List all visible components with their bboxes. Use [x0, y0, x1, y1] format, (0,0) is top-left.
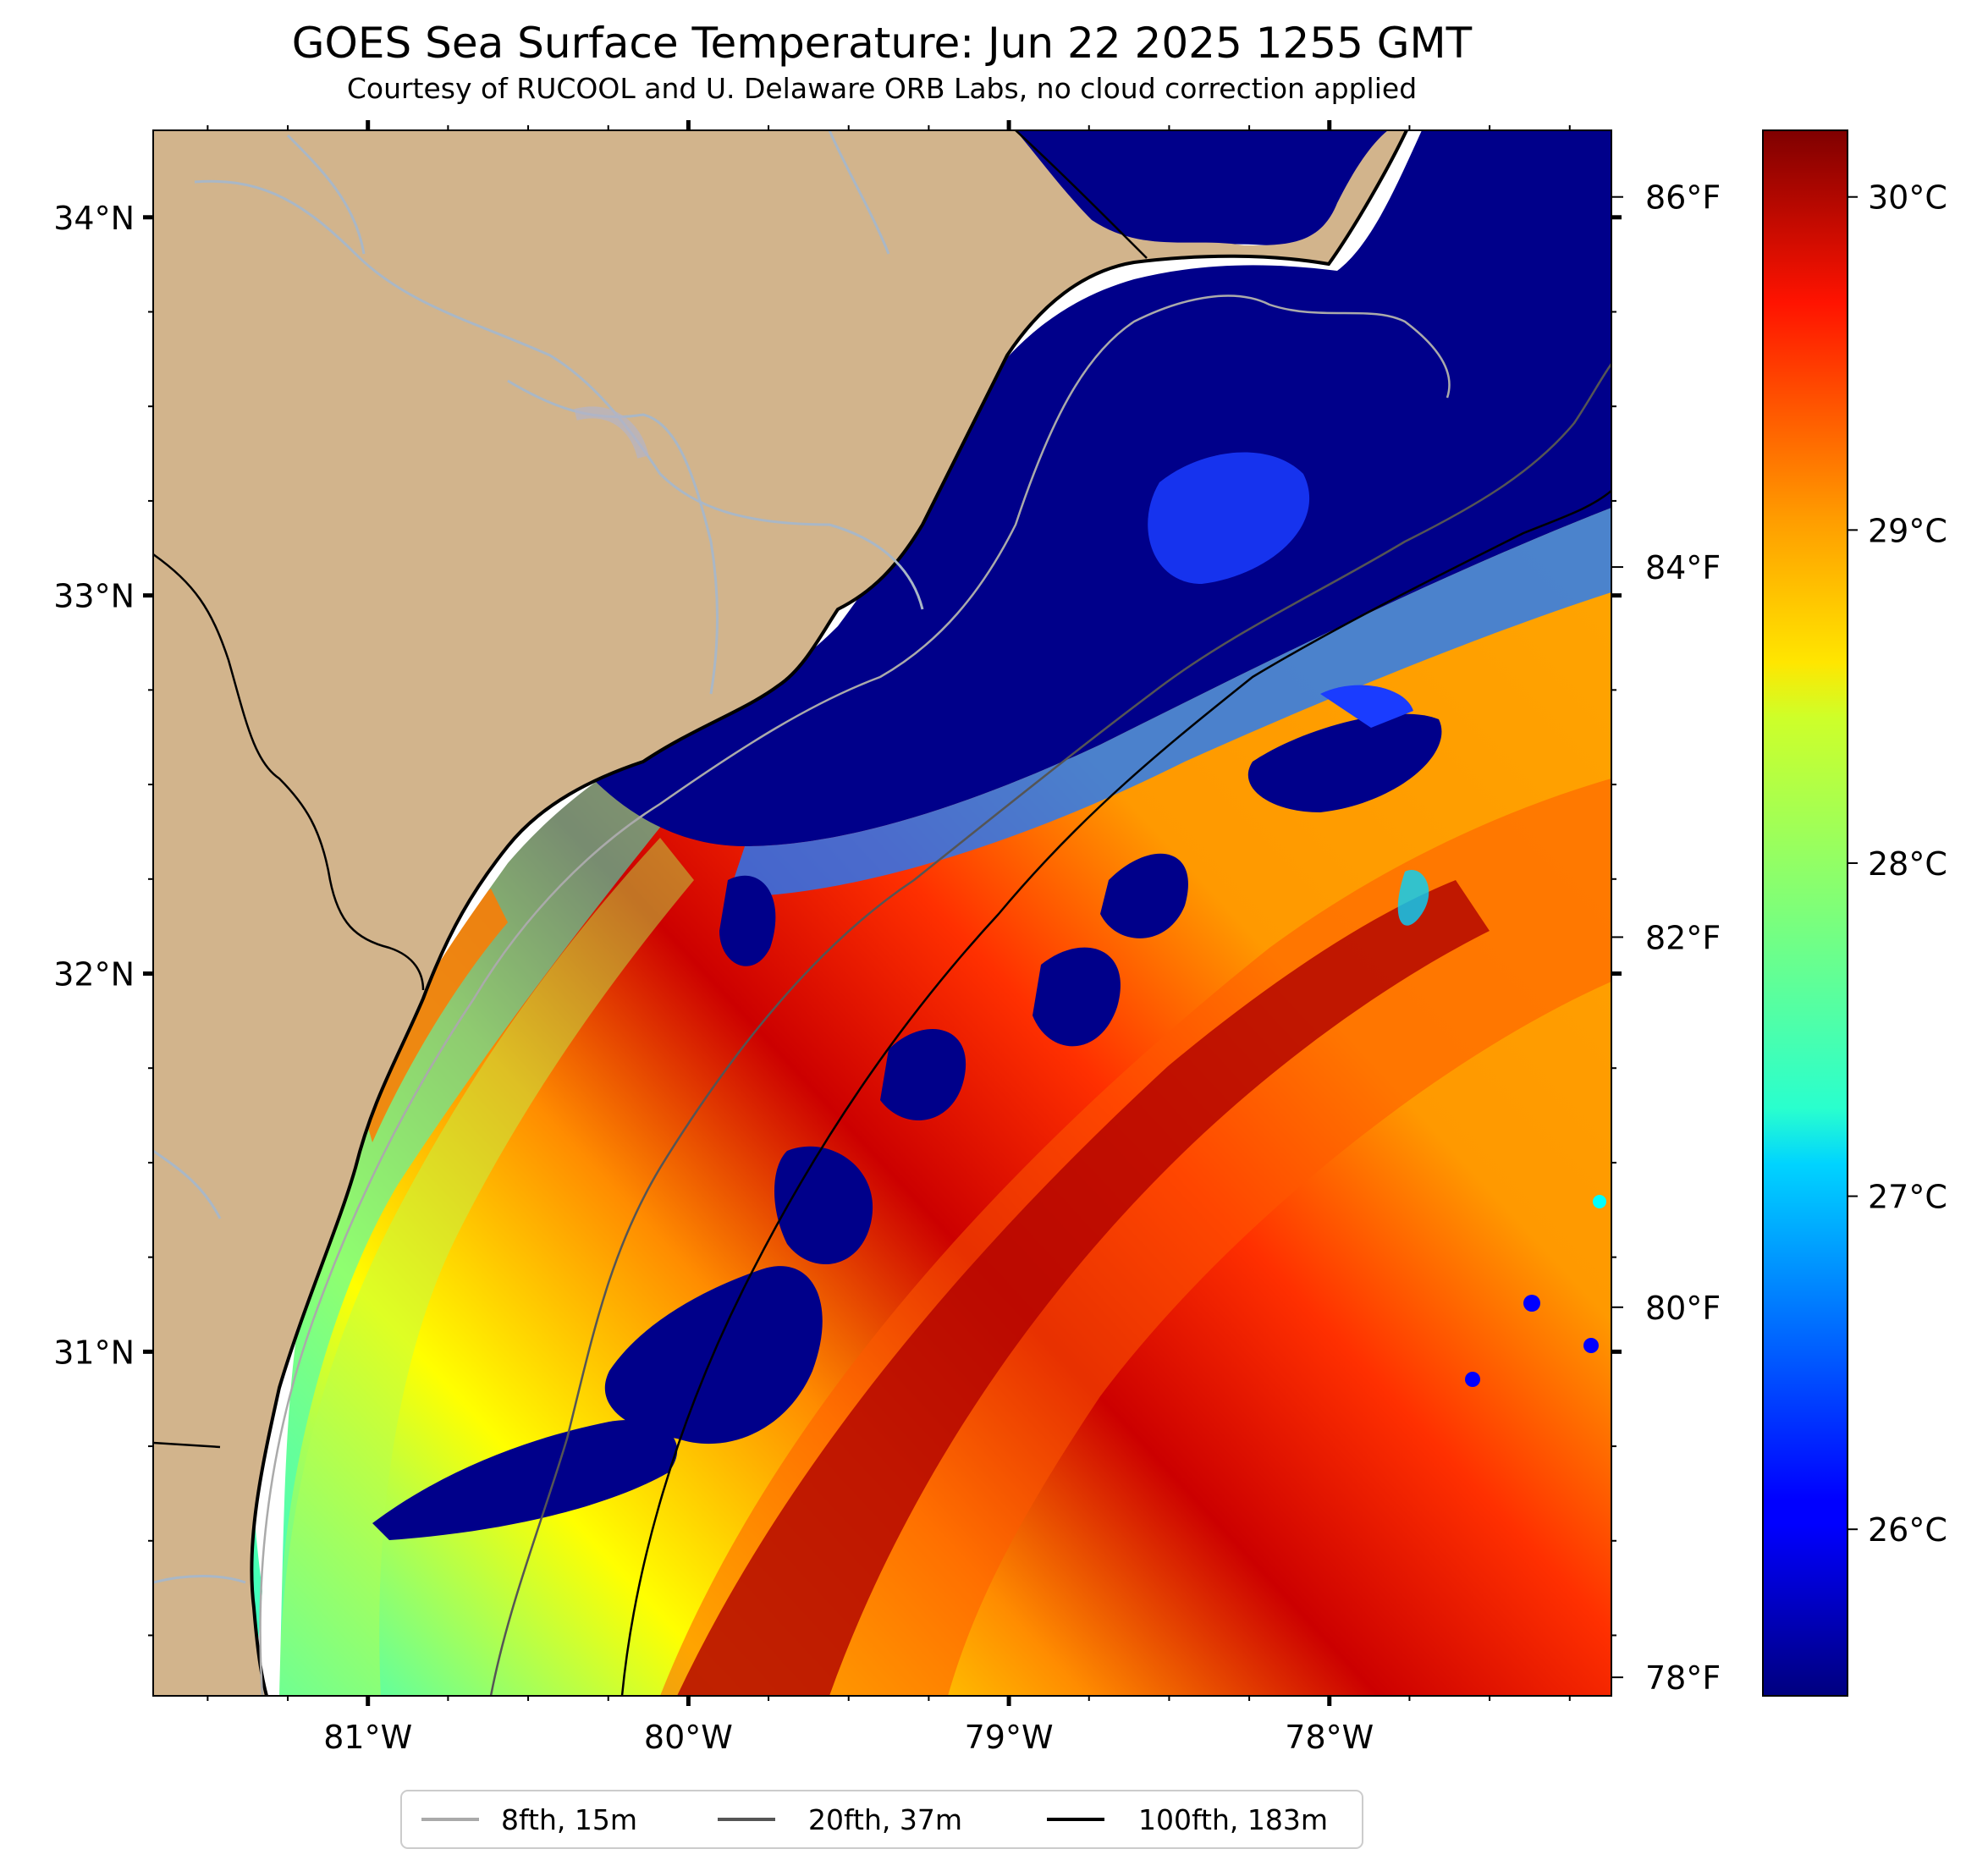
offshore-spot-2 [1583, 1338, 1599, 1353]
state-border-sc-ga [153, 553, 425, 991]
lat-label-3: 31°N [53, 1334, 135, 1371]
fahrenheit-label-2: 82°F [1645, 919, 1721, 956]
celsius-label-0: 30°C [1868, 179, 1947, 217]
state-border-nc-sc [1015, 130, 1148, 259]
celsius-label-4: 26°C [1868, 1511, 1947, 1549]
celsius-label-3: 27°C [1868, 1179, 1947, 1216]
isobath-8fth [259, 294, 1451, 1696]
blue-transition [728, 508, 1611, 897]
sst-map [153, 130, 1611, 1696]
colorbar [1762, 129, 1848, 1697]
latitude-minor-ticks [148, 216, 1616, 1637]
cold-eddy-3 [774, 1146, 873, 1264]
celsius-label-2: 28°C [1868, 845, 1947, 883]
river-6 [153, 1575, 246, 1584]
gulf-stream-core [677, 880, 1490, 1696]
river-5 [153, 1149, 222, 1219]
lat-label-0: 34°N [53, 200, 135, 237]
cold-eddy-8 [1247, 713, 1442, 812]
lat-label-2: 32°N [53, 955, 135, 993]
river-1 [194, 179, 924, 610]
lon-label-3: 78°W [1285, 1719, 1374, 1756]
fahrenheit-label-3: 80°F [1645, 1290, 1721, 1327]
legend-frame [400, 1790, 1363, 1849]
map-subtitle: Courtesy of RUCOOL and U. Delaware ORB L… [347, 72, 1417, 105]
offshore-spot-1 [1523, 1295, 1540, 1312]
isobath-20fth [489, 363, 1611, 1696]
legend-label-8fth: 8fth, 15m [501, 1803, 637, 1836]
legend-label-100fth: 100fth, 183m [1138, 1803, 1328, 1836]
lake-marion [574, 406, 649, 459]
cold-eddy-4 [880, 1029, 966, 1120]
isobath-100fth [620, 490, 1611, 1696]
offshore-spot-4 [1593, 1195, 1606, 1208]
river-4 [828, 130, 890, 255]
isobath-legend: 8fth, 15m 20fth, 37m 100fth, 183m [400, 1790, 1363, 1849]
lon-label-1: 80°W [644, 1719, 733, 1756]
cold-eddy-6 [1100, 853, 1188, 938]
legend-label-20fth: 20fth, 37m [808, 1803, 962, 1836]
fahrenheit-label-4: 78°F [1645, 1659, 1721, 1697]
fahrenheit-axis: 86°F 84°F 82°F 80°F 78°F [1611, 179, 1721, 1697]
fahrenheit-label-0: 86°F [1645, 179, 1721, 217]
cold-eddy-7 [719, 875, 776, 966]
river-2 [286, 134, 366, 255]
cold-water-north [592, 130, 1611, 846]
fahrenheit-label-1: 84°F [1645, 549, 1721, 586]
lat-label-1: 33°N [53, 578, 135, 615]
longitude-minor-ticks [207, 125, 1571, 1701]
celsius-axis: 30°C 29°C 28°C 27°C 26°C [1848, 179, 1947, 1549]
state-border-ga-fl [153, 1441, 221, 1449]
cold-eddy-1 [372, 1420, 678, 1540]
blue-patch [1148, 452, 1310, 584]
map-frame [152, 129, 1612, 1697]
lon-label-2: 79°W [965, 1719, 1054, 1756]
river-3 [507, 379, 719, 695]
coastal-cool-water [153, 677, 728, 1696]
nearshore-warm-strip [355, 889, 508, 1142]
coastline [250, 130, 1408, 1696]
celsius-label-1: 29°C [1868, 512, 1947, 549]
offshore-spot-3 [1465, 1372, 1480, 1387]
cold-eddy-5 [1033, 947, 1121, 1047]
coastal-mid-water [279, 838, 694, 1696]
cold-eddy-9 [1320, 685, 1413, 728]
land-mass [153, 130, 1407, 1696]
map-title: GOES Sea Surface Temperature: Jun 22 202… [292, 19, 1473, 68]
lon-label-0: 81°W [323, 1719, 412, 1756]
offshore-cool-spot [1397, 870, 1429, 926]
